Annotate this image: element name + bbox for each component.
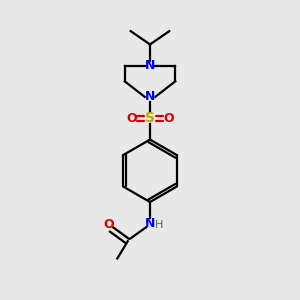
Text: H: H <box>155 220 164 230</box>
Text: O: O <box>104 218 114 230</box>
Text: N: N <box>145 59 155 72</box>
Text: N: N <box>145 217 155 230</box>
Text: O: O <box>126 112 137 125</box>
Text: O: O <box>163 112 174 125</box>
Text: S: S <box>145 111 155 125</box>
Text: N: N <box>145 90 155 103</box>
